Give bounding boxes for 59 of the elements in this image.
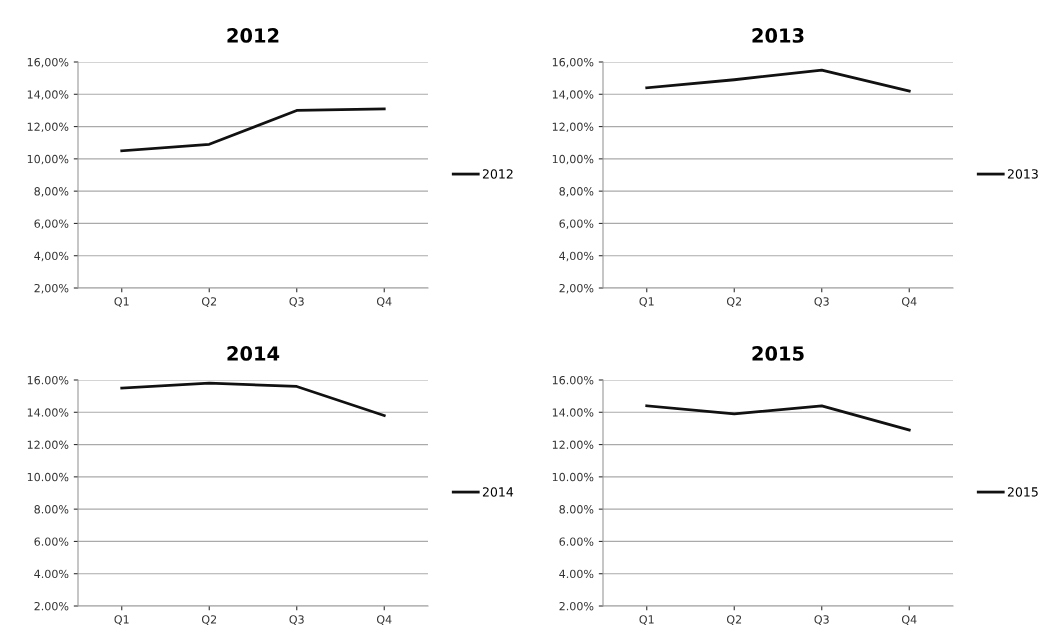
x-tick-label: Q1 [639, 615, 654, 625]
y-tick-label: 14.00% [27, 408, 69, 417]
legend-label: 2015 [1007, 487, 1038, 497]
y-tick-label: 16,00% [552, 57, 594, 68]
x-tick-label: Q4 [901, 615, 917, 625]
y-tick-label: 12,00% [27, 122, 69, 133]
y-tick-label: 12,00% [552, 122, 594, 133]
y-tick-label: 10.00% [552, 472, 594, 482]
y-tick-label: 4,00% [559, 251, 594, 262]
x-tick-label: Q4 [901, 297, 917, 307]
x-tick-label: Q1 [639, 297, 654, 307]
y-tick-label: 8.00% [34, 505, 69, 514]
y-tick-label: 12.00% [552, 440, 594, 449]
chart-title: 2012 [227, 28, 279, 43]
x-tick-label: Q2 [201, 615, 217, 625]
y-tick-label: 16.00% [27, 375, 69, 385]
x-tick-label: Q2 [726, 615, 742, 625]
x-tick-label: Q4 [376, 615, 392, 625]
line-series [645, 68, 911, 93]
y-tick-label: 6,00% [34, 219, 69, 229]
y-tick-label: 14.00% [552, 408, 594, 417]
legend-label: 2012 [482, 169, 513, 179]
y-tick-label: 8,00% [559, 187, 594, 197]
y-tick-label: 14,00% [27, 90, 69, 100]
line-series [120, 107, 386, 153]
y-tick-label: 2,00% [559, 283, 594, 294]
y-tick-label: 8,00% [34, 187, 69, 197]
legend-label: 2013 [1007, 169, 1038, 179]
y-tick-label: 2,00% [34, 283, 69, 294]
y-tick-label: 14,00% [552, 90, 594, 100]
y-tick-label: 12.00% [27, 440, 69, 449]
chart-title: 2013 [752, 28, 804, 43]
x-tick-label: Q2 [726, 297, 742, 307]
y-tick-label: 6.00% [559, 537, 594, 546]
y-tick-label: 4.00% [34, 569, 69, 579]
x-tick-label: Q3 [814, 297, 829, 307]
y-tick-label: 16,00% [27, 57, 69, 68]
y-tick-label: 6,00% [559, 219, 594, 229]
x-tick-label: Q1 [114, 615, 129, 625]
x-tick-label: Q3 [289, 297, 304, 307]
x-tick-label: Q2 [201, 297, 217, 307]
chart-title: 2015 [752, 346, 804, 361]
y-tick-label: 2.00% [559, 601, 594, 611]
y-tick-label: 10,00% [552, 154, 594, 165]
y-tick-label: 4.00% [559, 569, 594, 579]
legend-label: 2014 [482, 487, 514, 497]
x-tick-label: Q1 [114, 297, 129, 307]
y-tick-label: 10.00% [27, 472, 69, 482]
y-tick-label: 16.00% [552, 375, 594, 385]
line-series [120, 381, 386, 417]
y-tick-label: 4,00% [34, 251, 69, 262]
y-tick-label: 10,00% [27, 154, 69, 165]
chart-title: 2014 [227, 346, 280, 361]
x-tick-label: Q3 [814, 615, 829, 625]
y-tick-label: 2.00% [34, 601, 69, 611]
x-tick-label: Q3 [289, 615, 304, 625]
y-tick-label: 8.00% [559, 505, 594, 514]
x-tick-label: Q4 [376, 297, 392, 307]
y-tick-label: 6.00% [34, 537, 69, 546]
